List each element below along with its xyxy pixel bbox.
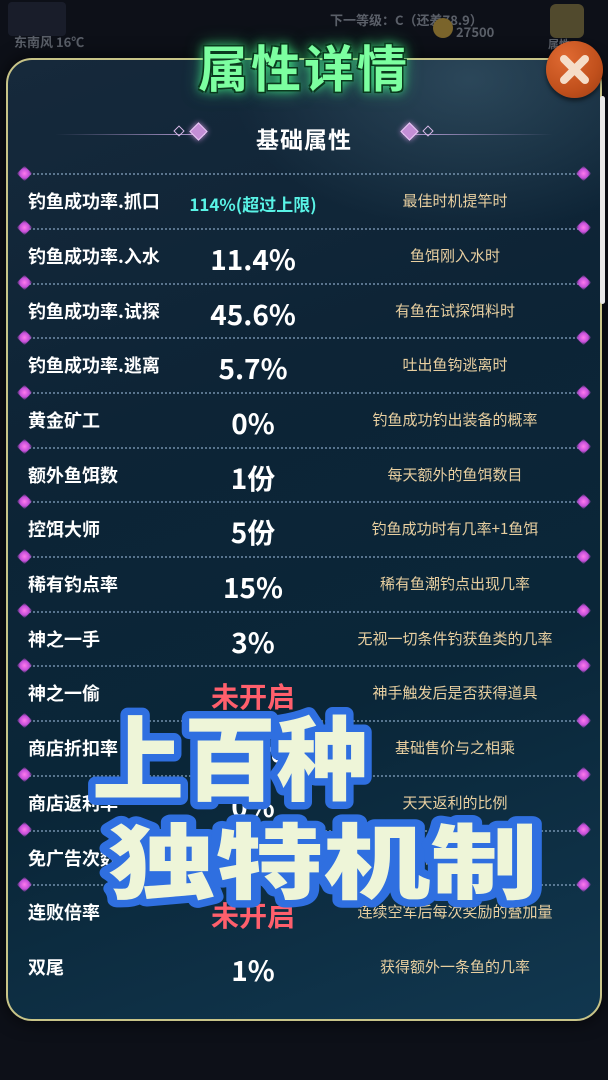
svg-text:独特机制: 独特机制 <box>108 797 538 913</box>
